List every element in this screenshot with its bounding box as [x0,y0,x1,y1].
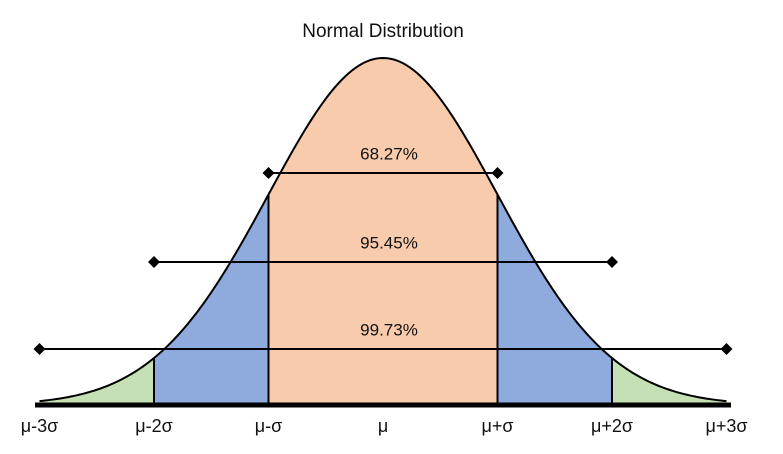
axis-label: μ [378,416,388,436]
diamond-marker [148,256,160,268]
axis-label: μ+σ [482,416,514,436]
axis-label: μ-σ [255,416,282,436]
diamond-marker [33,343,46,355]
interval-label: 99.73% [360,320,418,339]
interval-label: 95.45% [360,233,418,252]
axis-label: μ-3σ [21,416,59,436]
area-region [612,358,727,405]
diamond-marker [720,343,733,355]
axis-label: μ-2σ [135,416,173,436]
area-region [268,58,498,405]
axis-label: μ+3σ [705,416,747,436]
diamond-marker [606,256,618,268]
interval-label: 68.27% [360,144,418,163]
diamond-marker [491,167,504,179]
axis-label: μ+2σ [591,416,633,436]
title: Normal Distribution [302,21,464,42]
area-region [39,358,154,405]
diamond-marker [262,167,275,179]
